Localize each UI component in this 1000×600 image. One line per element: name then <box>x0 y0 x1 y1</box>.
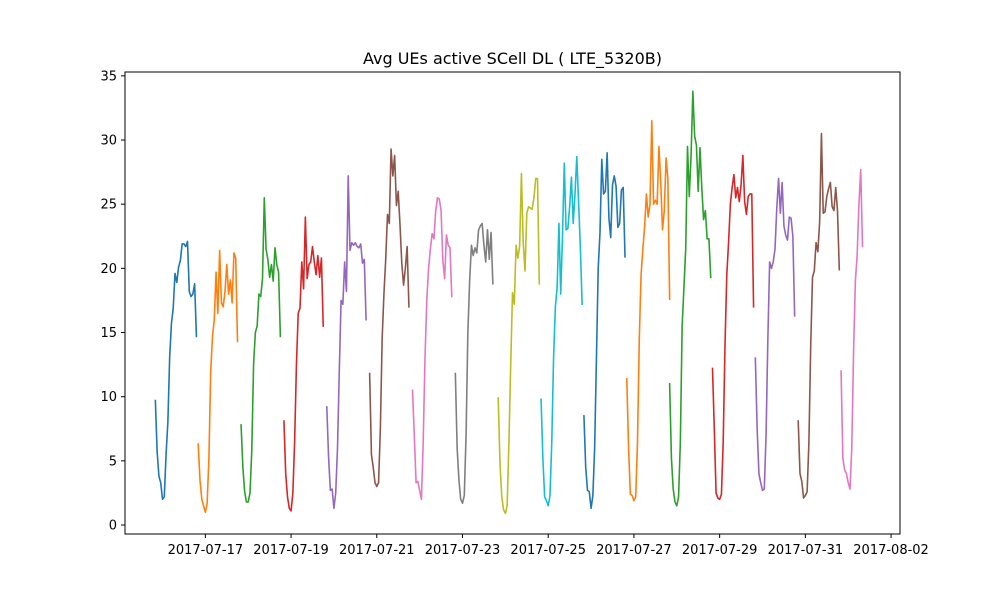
x-tick-label: 2017-07-21 <box>339 543 415 558</box>
series-line-7 <box>411 196 453 501</box>
series-line-10 <box>540 155 583 507</box>
x-tick-label: 2017-07-23 <box>425 543 501 558</box>
series-line-3 <box>240 196 282 503</box>
y-tick-label: 5 <box>109 454 117 469</box>
x-tick-label: 2017-07-31 <box>768 543 844 558</box>
y-tick-label: 10 <box>100 390 117 405</box>
x-tick-label: 2017-07-17 <box>168 543 244 558</box>
x-tick-label: 2017-07-27 <box>596 543 672 558</box>
axes: 0 5 10 15 20 25 30 35 2017-07-17 2017-07-19 2017-0… <box>100 69 928 558</box>
series-line-15 <box>754 177 796 492</box>
series-line-6 <box>368 148 410 488</box>
plot-area <box>154 90 864 515</box>
series-line-5 <box>325 175 367 510</box>
series-line-11 <box>583 152 626 510</box>
x-tick-label: 2017-08-02 <box>853 543 929 558</box>
series-line-12 <box>625 119 671 502</box>
series-line-9 <box>497 172 541 515</box>
series-line-16 <box>797 132 841 499</box>
series-line-8 <box>454 222 494 505</box>
series-line-13 <box>668 90 712 507</box>
y-tick-label: 15 <box>100 326 117 341</box>
series-line-17 <box>840 168 864 490</box>
x-tick-label: 2017-07-25 <box>510 543 586 558</box>
series-line-1 <box>154 240 198 501</box>
y-tick-label: 25 <box>100 198 117 213</box>
y-tick-label: 20 <box>100 262 117 277</box>
y-tick-label: 35 <box>100 69 117 84</box>
y-tick-label: 0 <box>109 519 117 534</box>
x-tick-label: 2017-07-19 <box>253 543 329 558</box>
series-line-4 <box>283 216 325 512</box>
chart-title: Avg UEs active SCell DL ( LTE_5320B) <box>363 49 662 69</box>
x-tick-label: 2017-07-29 <box>682 543 758 558</box>
series-line-2 <box>197 249 239 513</box>
axes-frame <box>124 71 901 535</box>
y-tick-label: 30 <box>100 134 117 149</box>
series-line-14 <box>711 154 755 501</box>
